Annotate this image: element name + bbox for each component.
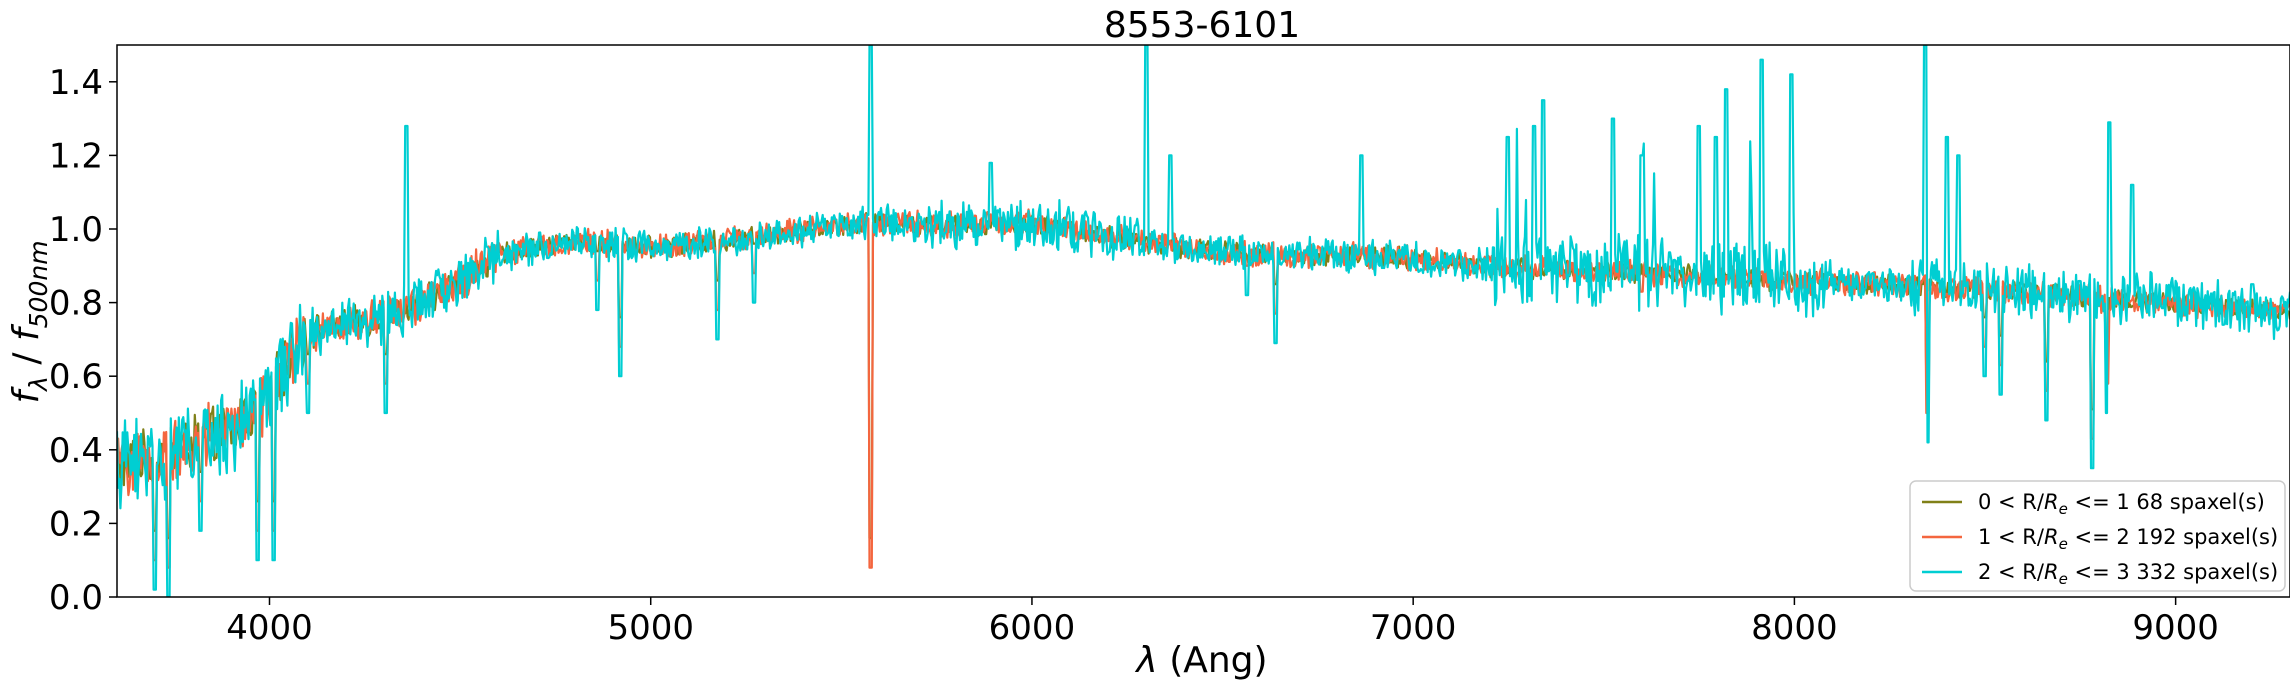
legend-label-symbol: R: [2044, 525, 2059, 549]
y-axis: 0.0 0.2 0.4 0.6 0.8 1.0 1.2 1.4: [49, 63, 117, 618]
legend-label-symbol: R: [2044, 560, 2059, 584]
x-tick-label-7000: 7000: [1370, 608, 1457, 648]
y-axis-separator: /: [6, 341, 47, 376]
legend-label-sub: e: [2059, 570, 2068, 588]
series-layer: [117, 45, 2290, 597]
legend-label-sub: e: [2059, 535, 2068, 553]
legend-label-pre: 1 < R/: [1978, 525, 2045, 549]
x-tick-label-9000: 9000: [2132, 608, 2219, 648]
x-tick-label-5000: 5000: [607, 608, 694, 648]
y-axis-denominator-sub: 500nm: [24, 240, 53, 328]
x-tick-label-8000: 8000: [1751, 608, 1838, 648]
x-axis-unit: (Ang): [1169, 640, 1267, 681]
legend-label-2: 2 < R/Re <= 3 332 spaxel(s): [1978, 560, 2278, 588]
legend-label-0: 0 < R/Re <= 1 68 spaxel(s): [1978, 490, 2265, 518]
x-axis: 4000 5000 6000 7000 8000 9000: [226, 597, 2219, 648]
chart-title: 8553-6101: [1104, 5, 1300, 46]
x-axis-label: λ (Ang): [1134, 640, 1267, 681]
plot-frame: [116, 44, 2290, 598]
y-tick-label-0.0: 0.0: [49, 578, 103, 618]
legend-label-post: <= 2 192 spaxel(s): [2068, 525, 2278, 549]
y-axis-label: fλ / f500nm: [6, 240, 53, 403]
legend-box: [1909, 480, 2286, 592]
legend-label-post: <= 3 332 spaxel(s): [2068, 560, 2278, 584]
y-tick-label-0.4: 0.4: [49, 431, 103, 471]
legend-label-symbol: R: [2044, 490, 2059, 514]
y-axis-numerator-sub: λ: [24, 376, 53, 393]
y-tick-label-0.2: 0.2: [49, 504, 103, 544]
y-tick-label-0.8: 0.8: [49, 284, 103, 324]
y-tick-label-1.4: 1.4: [49, 63, 103, 103]
x-tick-label-4000: 4000: [226, 608, 313, 648]
y-tick-label-0.6: 0.6: [49, 357, 103, 397]
legend-label-post: <= 1 68 spaxel(s): [2068, 490, 2265, 514]
legend-label-pre: 2 < R/: [1978, 560, 2045, 584]
y-tick-label-1.2: 1.2: [49, 136, 103, 176]
legend-label-1: 1 < R/Re <= 2 192 spaxel(s): [1978, 525, 2278, 553]
legend: 0 < R/Re <= 1 68 spaxel(s) 1 < R/Re <= 2 …: [1909, 480, 2286, 592]
legend-label-pre: 0 < R/: [1978, 490, 2045, 514]
series-line-2: [117, 45, 2290, 597]
legend-label-sub: e: [2059, 500, 2068, 518]
y-tick-label-1.0: 1.0: [49, 210, 103, 250]
x-tick-label-6000: 6000: [989, 608, 1076, 648]
x-axis-symbol: λ: [1134, 640, 1157, 681]
